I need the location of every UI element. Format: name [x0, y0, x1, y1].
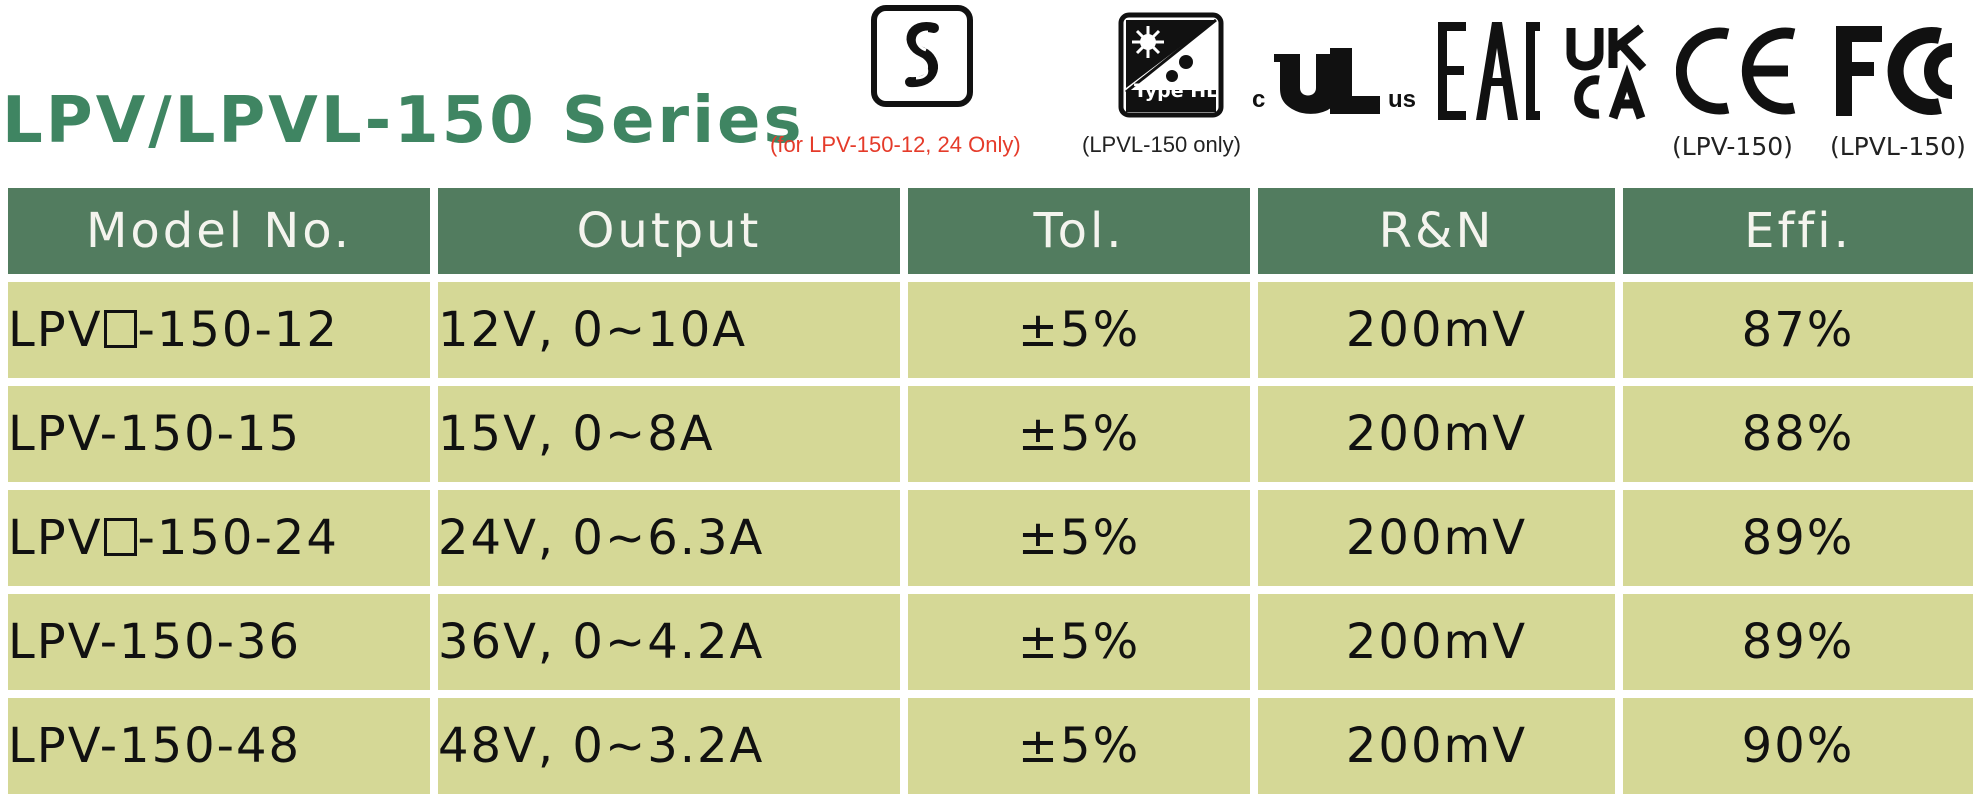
table-row: LPV-150-36 36V, 0~4.2A ±5% 200mV 89% — [0, 586, 1973, 698]
cell-model: LPV -150-24 — [0, 482, 438, 594]
type-hl-weather-icon — [1118, 12, 1224, 118]
note-model-restriction: (for LPV-150-12, 24 Only) — [770, 132, 1021, 157]
cell-tolerance: ±5% — [900, 482, 1258, 594]
note-lpv-150: (LPV-150) — [1672, 132, 1793, 161]
table-row: LPV-150-15 15V, 0~8A ±5% 200mV 88% — [0, 378, 1973, 490]
table-row: LPV -150-12 12V, 0~10A ±5% 200mV 87% — [0, 274, 1973, 386]
ul-c-label: c — [1252, 86, 1266, 113]
header-ripple-noise: R&N — [1250, 180, 1623, 282]
cell-ripple-noise: 200mV — [1250, 482, 1623, 594]
model-prefix: LPV-150-15 — [8, 406, 302, 462]
table-row: LPV -150-24 24V, 0~6.3A ±5% 200mV 89% — [0, 482, 1973, 594]
cell-output: 12V, 0~10A — [430, 274, 908, 386]
ukca-mark-icon — [1566, 24, 1647, 120]
cell-output: 15V, 0~8A — [430, 378, 908, 490]
variant-box-icon — [103, 518, 137, 556]
ul-recognized-icon — [1274, 48, 1380, 114]
model-prefix: LPV-150-36 — [8, 614, 302, 670]
cell-efficiency: 88% — [1615, 378, 1973, 490]
header-model: Model No. — [0, 180, 438, 282]
cell-tolerance: ±5% — [900, 378, 1258, 490]
variant-box-icon — [103, 310, 137, 348]
fcc-mark-icon — [1836, 26, 1953, 116]
cell-tolerance: ±5% — [900, 690, 1258, 802]
cell-output: 48V, 0~3.2A — [430, 690, 908, 802]
model-prefix: LPV — [8, 302, 103, 358]
cell-efficiency: 90% — [1615, 690, 1973, 802]
type-hl-label: Type HL — [1134, 80, 1219, 102]
model-prefix: LPV-150-48 — [8, 718, 302, 774]
ul-us-label: us — [1388, 86, 1417, 113]
cell-model: LPV-150-15 — [0, 378, 438, 490]
safety-s-mark-icon — [871, 5, 973, 107]
ce-mark-icon — [1676, 27, 1796, 115]
table-header-row: Model No. Output Tol. R&N Effi. — [0, 180, 1973, 282]
model-prefix: LPV — [8, 510, 103, 566]
model-suffix: -150-24 — [137, 510, 339, 566]
note-lpvl-only: (LPVL-150 only) — [1082, 132, 1241, 157]
header-efficiency: Effi. — [1615, 180, 1973, 282]
page-title: LPV/LPVL-150 Series — [2, 84, 805, 158]
cell-model: LPV -150-12 — [0, 274, 438, 386]
cell-tolerance: ±5% — [900, 274, 1258, 386]
cell-efficiency: 89% — [1615, 586, 1973, 698]
eac-mark-icon — [1438, 22, 1540, 120]
table-row: LPV-150-48 48V, 0~3.2A ±5% 200mV 90% — [0, 690, 1973, 802]
cell-ripple-noise: 200mV — [1250, 274, 1623, 386]
cell-ripple-noise: 200mV — [1250, 586, 1623, 698]
spec-table: Model No. Output Tol. R&N Effi. LPV -150-… — [0, 180, 1973, 802]
cell-model: LPV-150-48 — [0, 690, 438, 802]
header-output: Output — [430, 180, 908, 282]
model-suffix: -150-12 — [137, 302, 339, 358]
cell-ripple-noise: 200mV — [1250, 378, 1623, 490]
cell-output: 24V, 0~6.3A — [430, 482, 908, 594]
cell-ripple-noise: 200mV — [1250, 690, 1623, 802]
cell-output: 36V, 0~4.2A — [430, 586, 908, 698]
cell-efficiency: 89% — [1615, 482, 1973, 594]
cell-model: LPV-150-36 — [0, 586, 438, 698]
cell-tolerance: ±5% — [900, 586, 1258, 698]
cell-efficiency: 87% — [1615, 274, 1973, 386]
header-tolerance: Tol. — [900, 180, 1258, 282]
note-lpvl-150: (LPVL-150) — [1830, 132, 1966, 161]
